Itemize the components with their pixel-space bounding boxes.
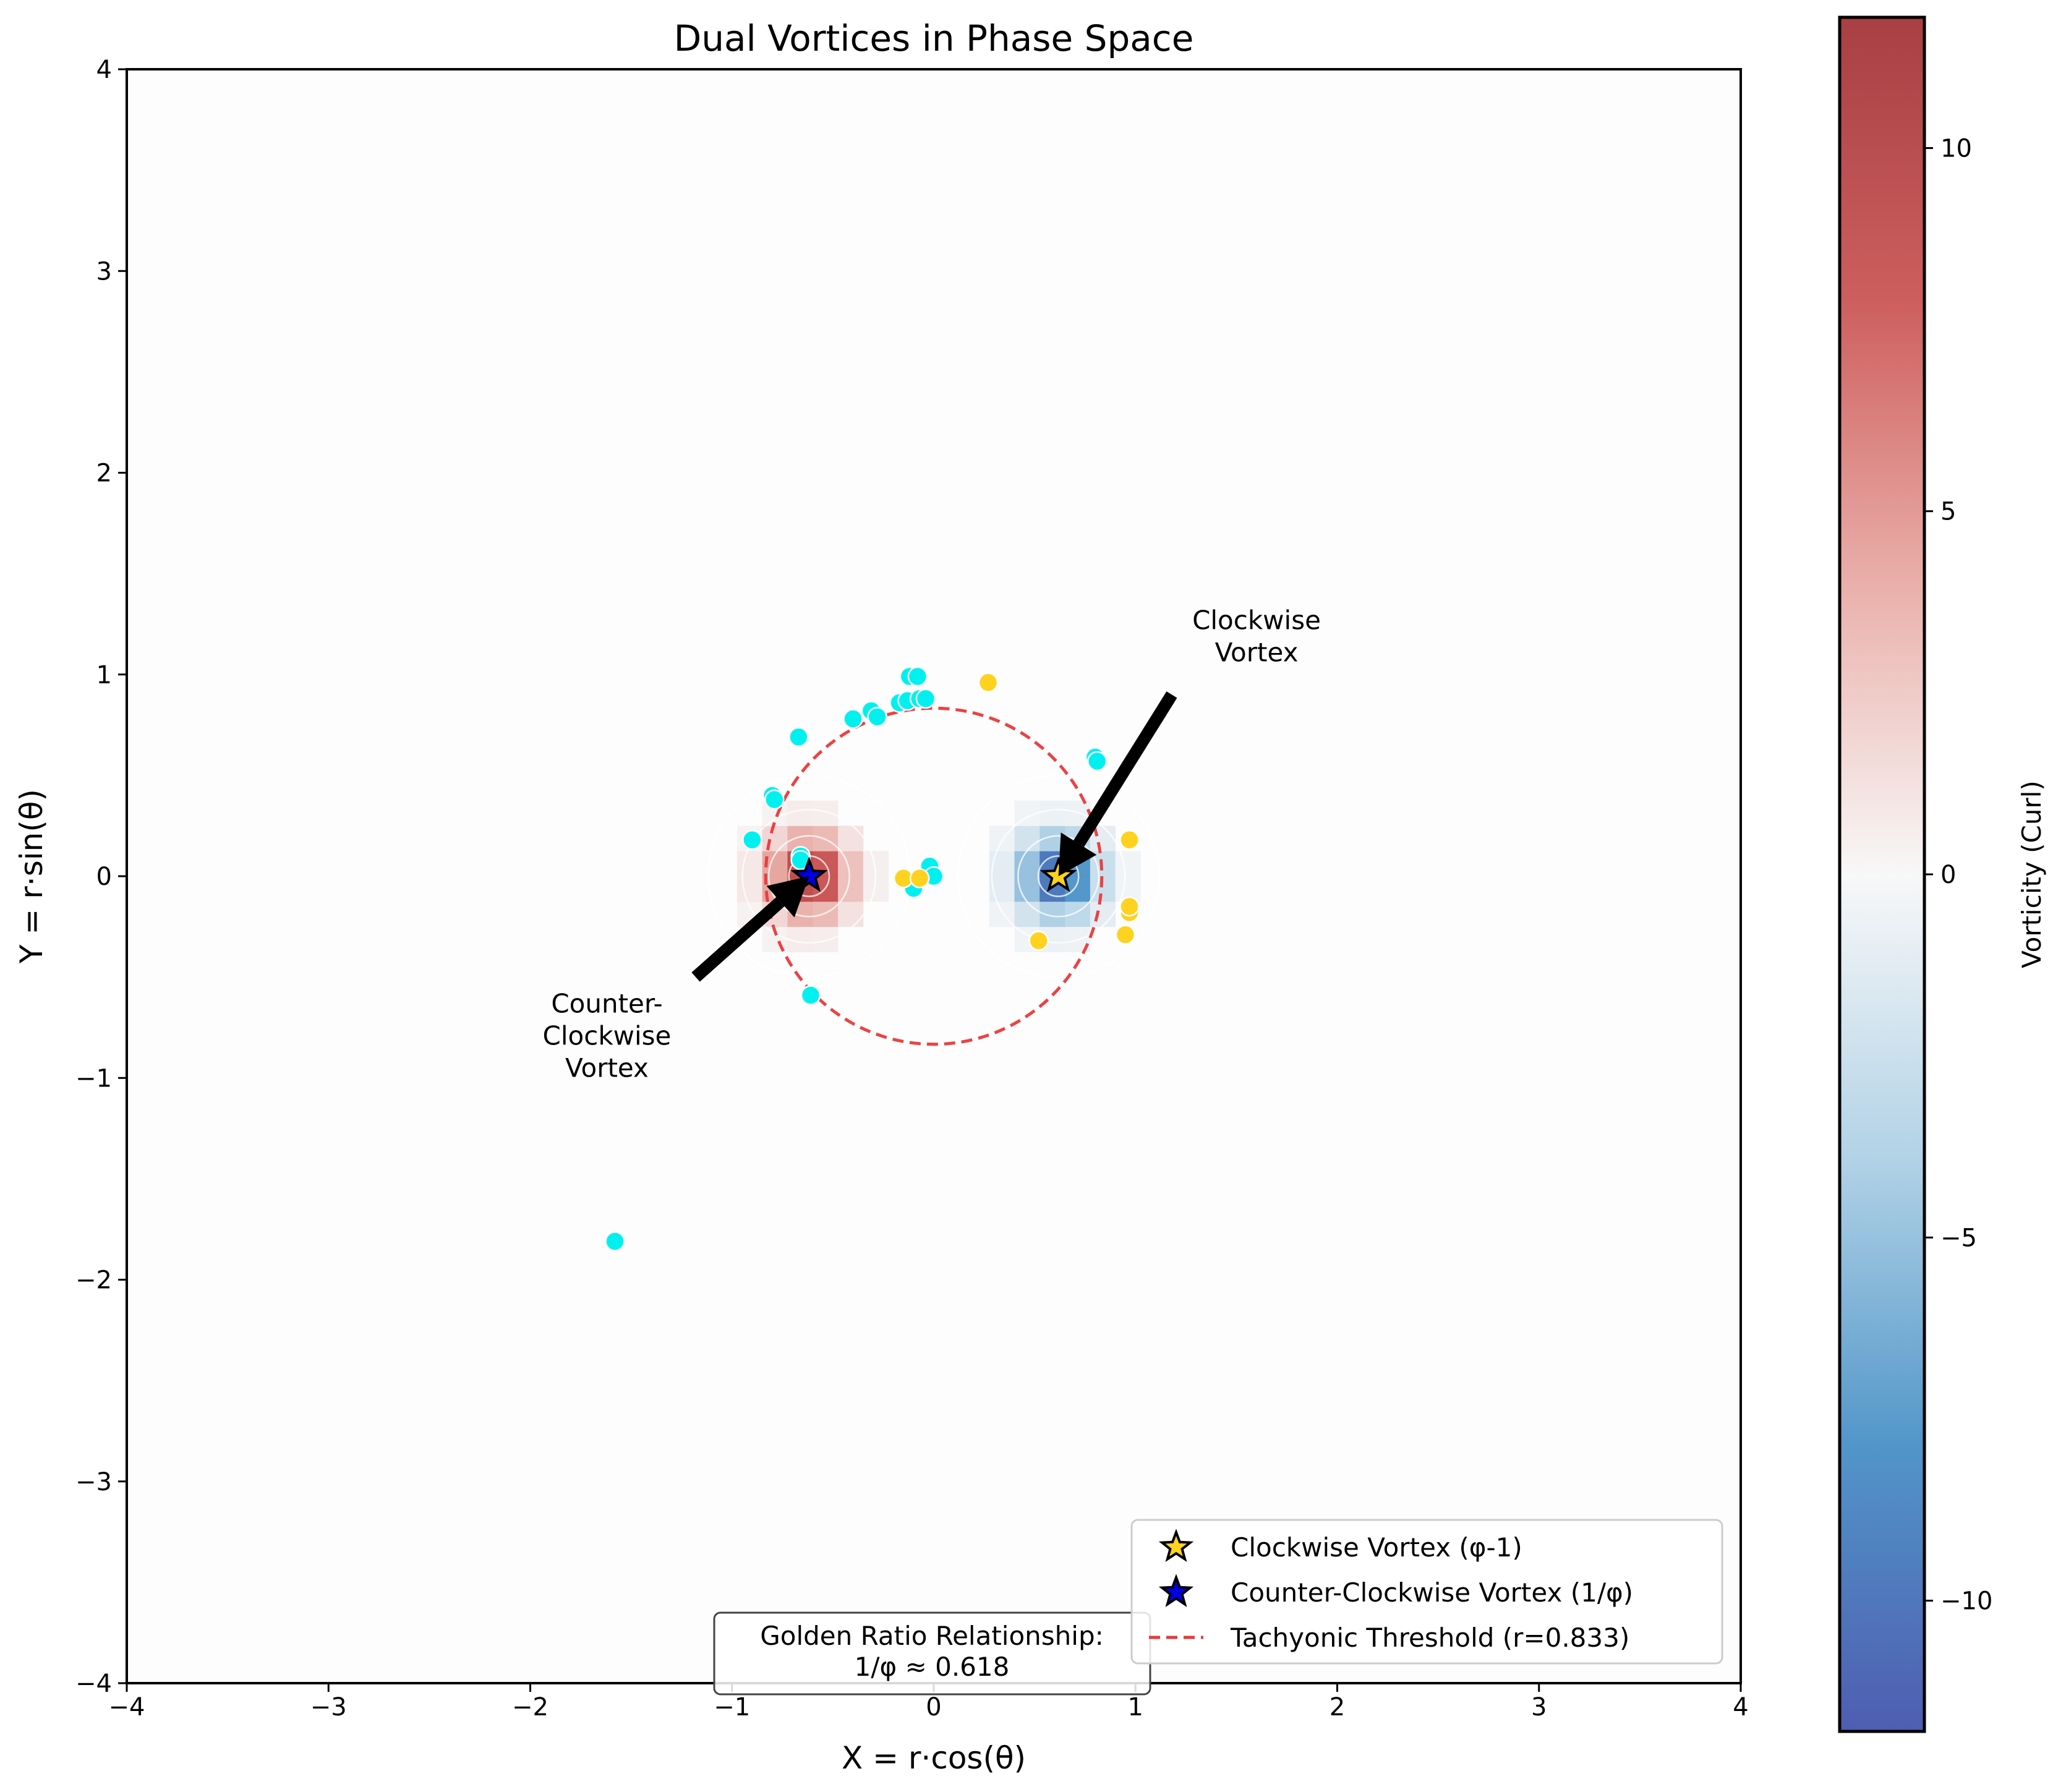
- x-tick-label: 1: [1128, 1693, 1143, 1722]
- colorbar-label: Vorticity (Curl): [2017, 780, 2047, 968]
- scatter-point: [1028, 931, 1049, 951]
- x-tick-label: 2: [1330, 1693, 1345, 1722]
- annotation-arrow-head: [1058, 832, 1097, 876]
- scatter-point: [909, 868, 930, 889]
- colorbar-tick-label: −10: [1940, 1587, 1992, 1616]
- x-tick-label: −3: [310, 1693, 347, 1722]
- field-cell: [813, 926, 839, 952]
- y-tick-label: −3: [75, 1468, 112, 1496]
- annotation-arrow-head: [766, 876, 809, 918]
- field-cell: [1115, 851, 1141, 877]
- colorbar-tick-label: 10: [1940, 134, 1972, 163]
- scatter-point: [605, 1231, 625, 1252]
- field-cell: [787, 800, 813, 826]
- streamline: [741, 809, 877, 944]
- colorbar: 10 5 0 −5 −10: [1838, 15, 1992, 1733]
- colorbar-tick-label: 0: [1940, 861, 1956, 889]
- field-cell: [813, 800, 839, 826]
- axes: −4 −3 −2 −1 0 1 2 3 4 −4 −3 −2 −1 0 1 2 3 4: [75, 56, 1749, 1722]
- field-cell: [838, 901, 864, 928]
- legend-star-icon: [1158, 1574, 1194, 1608]
- field-cell: [762, 826, 788, 851]
- streamline: [991, 809, 1126, 944]
- annotation-arrow-shaft: [691, 897, 785, 982]
- vortex-star-marker: [1039, 856, 1077, 892]
- y-tick-label: 0: [96, 863, 112, 891]
- annotation-text: Clockwise: [543, 1021, 672, 1051]
- annotation-text: Counter-: [551, 989, 662, 1019]
- textbox-line: Golden Ratio Relationship:: [760, 1621, 1104, 1651]
- textbox-line: 1/φ ≈ 0.618: [855, 1652, 1010, 1682]
- x-tick-label: −2: [512, 1693, 549, 1722]
- field-cell: [736, 876, 763, 902]
- legend-frame: [1130, 1519, 1723, 1665]
- x-tick-label: 0: [926, 1693, 941, 1722]
- legend-entry-label: Tachyonic Threshold (r=0.833): [1230, 1623, 1629, 1653]
- x-tick-label: −1: [714, 1693, 750, 1722]
- annotation-text: Vortex: [1215, 638, 1299, 668]
- annotation-text: Vortex: [565, 1053, 649, 1083]
- colorbar-gradient: [1838, 15, 1926, 1733]
- y-tick-label: −2: [75, 1266, 112, 1295]
- y-tick-label: 3: [96, 257, 112, 286]
- legend-star-icon: [1158, 1529, 1194, 1563]
- scatter-point: [764, 789, 785, 810]
- field-cell: [1039, 800, 1065, 826]
- scatter-point: [867, 707, 887, 727]
- x-tick-label: −4: [109, 1693, 145, 1722]
- annotation-arrow-shaft: [1073, 691, 1177, 847]
- scatter-point: [978, 672, 999, 693]
- field-cell: [1014, 901, 1040, 928]
- golden-ratio-textbox: Golden Ratio Relationship:1/φ ≈ 0.618: [713, 1611, 1151, 1696]
- scatter-points: [605, 666, 1140, 1252]
- streamline: [957, 774, 1160, 978]
- vortex-star-marker: [790, 856, 828, 892]
- streamline: [1017, 835, 1100, 918]
- streamline: [1037, 855, 1080, 897]
- annotation-text: Clockwise: [1192, 605, 1321, 636]
- field-cell: [838, 876, 864, 902]
- scatter-point: [1119, 830, 1140, 850]
- x-axis-label: X = r·cos(θ): [842, 1740, 1026, 1776]
- field-cell: [838, 851, 864, 877]
- field-cell: [838, 826, 864, 851]
- threshold-layer: [764, 706, 1104, 1046]
- y-tick-label: 1: [96, 661, 112, 689]
- x-tick-label: 4: [1733, 1693, 1748, 1722]
- y-tick-label: −1: [75, 1064, 112, 1093]
- chart-title: Dual Vortices in Phase Space: [674, 17, 1194, 59]
- field-cell: [736, 851, 763, 877]
- scatter-point: [915, 688, 936, 709]
- scatter-point: [907, 666, 928, 687]
- y-tick-label: −4: [75, 1670, 112, 1698]
- field-cell: [787, 926, 813, 952]
- y-axis-label: Y = r·sin(θ): [14, 789, 49, 964]
- field-cell: [813, 901, 839, 928]
- scatter-point: [843, 709, 863, 729]
- y-tick-label: 4: [96, 56, 112, 84]
- scatter-point: [1115, 924, 1136, 945]
- scatter-point: [800, 985, 821, 1005]
- streamline: [767, 835, 850, 918]
- scatter-point: [788, 727, 809, 748]
- scatter-point: [1119, 896, 1140, 917]
- scatter-point: [1087, 751, 1108, 772]
- field-cell: [1014, 826, 1040, 851]
- x-tick-label: 3: [1531, 1693, 1547, 1722]
- field-cell: [1090, 901, 1116, 928]
- scatter-point: [742, 830, 762, 850]
- tachyonic-threshold-circle: [764, 706, 1104, 1046]
- colorbar-tick-label: −5: [1940, 1224, 1977, 1252]
- legend: Clockwise Vortex (φ-1) Counter-Clockwise …: [1130, 1519, 1723, 1665]
- legend-entry-label: Counter-Clockwise Vortex (1/φ): [1231, 1577, 1633, 1608]
- legend-entry-label: Clockwise Vortex (φ-1): [1231, 1532, 1522, 1563]
- y-tick-label: 2: [96, 459, 112, 488]
- vortex-markers: [790, 856, 1077, 892]
- colorbar-tick-label: 5: [1940, 498, 1956, 526]
